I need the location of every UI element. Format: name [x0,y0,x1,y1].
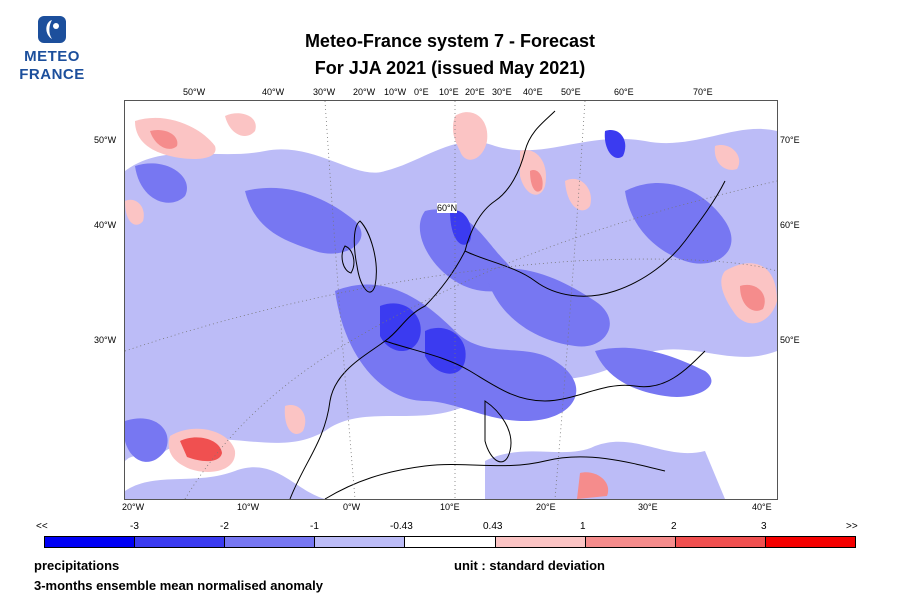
title-line-1: Meteo-France system 7 - Forecast [304,31,596,51]
colorbar-label: -0.43 [390,521,413,532]
anomaly-patch [125,418,168,462]
coastline [289,110,556,499]
colorbar-label: << [36,521,48,532]
meteo-france-logo: METEO FRANCE [14,14,90,86]
coastline [464,180,726,297]
logo-word-france: FRANCE [19,66,85,83]
colorbar-segment [225,537,316,547]
top-lon-label: 60°E [614,87,634,97]
top-lon-label: 20°W [353,87,376,97]
colorbar-label: -2 [220,521,229,532]
colorbar-segment [765,537,855,547]
anomaly-patch [577,472,609,499]
anomaly-patch [225,113,256,136]
top-lon-label: 10°W [384,87,407,97]
description-label: 3-months ensemble mean normalised anomal… [34,578,323,593]
anomaly-patch [450,210,472,245]
anomaly-patch [565,178,591,211]
anomaly-patch [485,441,725,499]
bottom-lon-label: 40°E [752,502,772,512]
coastline [353,220,377,293]
anomaly-field [125,101,777,499]
top-lon-label: 40°W [262,87,285,97]
left-edge-label: 50°W [94,135,117,145]
colorbar-segment [675,537,766,547]
bottom-lon-label: 30°E [638,502,658,512]
graticule [184,180,777,499]
colorbar-segment [45,537,136,547]
coastline [384,340,706,402]
left-edge-label: 40°W [94,220,117,230]
anomaly-map: 60°N [124,100,778,500]
top-lon-label: 40°E [523,87,543,97]
right-edge-label: 70°E [780,135,800,145]
colorbar-segment [405,537,496,547]
colorbar-label: 2 [671,521,677,532]
top-lon-label: 50°W [183,87,206,97]
anomaly-patch [595,347,712,397]
top-lon-label: 30°W [313,87,336,97]
coastline [341,245,355,274]
top-lon-label: 10°E [439,87,459,97]
anomaly-patch [530,170,543,192]
colorbar-label: -3 [130,521,139,532]
unit-label: unit : standard deviation [454,558,605,573]
top-lon-label: 30°E [492,87,512,97]
colorbar-segment [495,537,586,547]
top-lon-label: 50°E [561,87,581,97]
colorbar [44,536,856,548]
anomaly-patch [485,268,610,347]
anomaly-patch [625,182,732,264]
anomaly-patch [245,187,362,254]
colorbar-segment [135,537,226,547]
colorbar-label: >> [846,521,858,532]
logo-word-meteo: METEO [24,48,80,65]
colorbar-label: 3 [761,521,767,532]
coastline [324,456,666,499]
colorbar-segment [315,537,406,547]
anomaly-patch [180,437,222,462]
colorbar-segment [585,537,676,547]
right-edge-label: 60°E [780,220,800,230]
anomaly-patch [284,405,306,434]
anomaly-patch [135,163,187,203]
anomaly-patch [125,467,325,499]
anomaly-patch [452,112,488,160]
top-lon-label: 20°E [465,87,485,97]
title-line-2: For JJA 2021 (issued May 2021) [314,58,586,78]
anomaly-patch [604,130,626,159]
right-edge-label: 50°E [780,335,800,345]
colorbar-label: 0.43 [483,521,503,532]
variable-label: precipitations [34,558,120,573]
bottom-lon-label: 20°W [122,502,145,512]
anomaly-patch [150,129,178,149]
anomaly-patch [740,284,765,311]
left-edge-label: 30°W [94,335,117,345]
bottom-lon-label: 0°W [343,502,361,512]
graticule [125,258,777,352]
anomaly-patch [714,145,740,170]
anomaly-patch [425,327,466,374]
bottom-lon-label: 10°E [440,502,460,512]
anomaly-patch [125,128,777,461]
colorbar-label: 1 [580,521,586,532]
meteo-france-logo-icon [38,16,66,43]
bottom-lon-label: 10°W [237,502,260,512]
bottom-lon-label: 20°E [536,502,556,512]
colorbar-label: -1 [310,521,319,532]
top-lon-label: 70°E [693,87,713,97]
anomaly-patch [125,199,144,225]
coastline [484,400,512,463]
lat-label-60n: 60°N [437,203,458,213]
top-lon-label: 0°E [414,87,429,97]
